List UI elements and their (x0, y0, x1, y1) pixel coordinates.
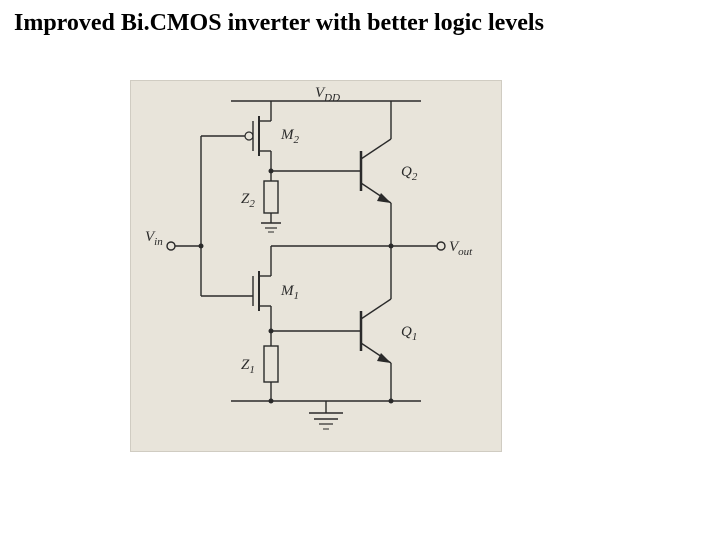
ground-symbol (309, 401, 343, 429)
vout-label: Vout (449, 239, 473, 258)
transistor-q1 (361, 246, 391, 401)
q1-label: Q1 (401, 324, 417, 343)
transistor-q2 (361, 101, 391, 246)
node-gnd-q1 (389, 399, 394, 404)
vin-label: Vin (145, 229, 163, 248)
circuit-svg: VDD M2 Q2 Z2 (131, 81, 501, 451)
resistor-z1 (264, 331, 278, 401)
z1-label: Z1 (241, 357, 255, 376)
transistor-m2 (201, 101, 271, 171)
q2-label: Q2 (401, 164, 418, 183)
circuit-diagram: VDD M2 Q2 Z2 (130, 80, 502, 452)
vout-terminal (437, 242, 445, 250)
resistor-z2 (261, 171, 281, 232)
z2-label: Z2 (241, 191, 255, 210)
node-gnd-z1 (269, 399, 274, 404)
m2-label: M2 (280, 127, 300, 146)
m1-label: M1 (280, 283, 299, 302)
transistor-m1 (201, 271, 271, 331)
vin-terminal (167, 242, 175, 250)
page-title: Improved Bi.CMOS inverter with better lo… (14, 10, 544, 37)
